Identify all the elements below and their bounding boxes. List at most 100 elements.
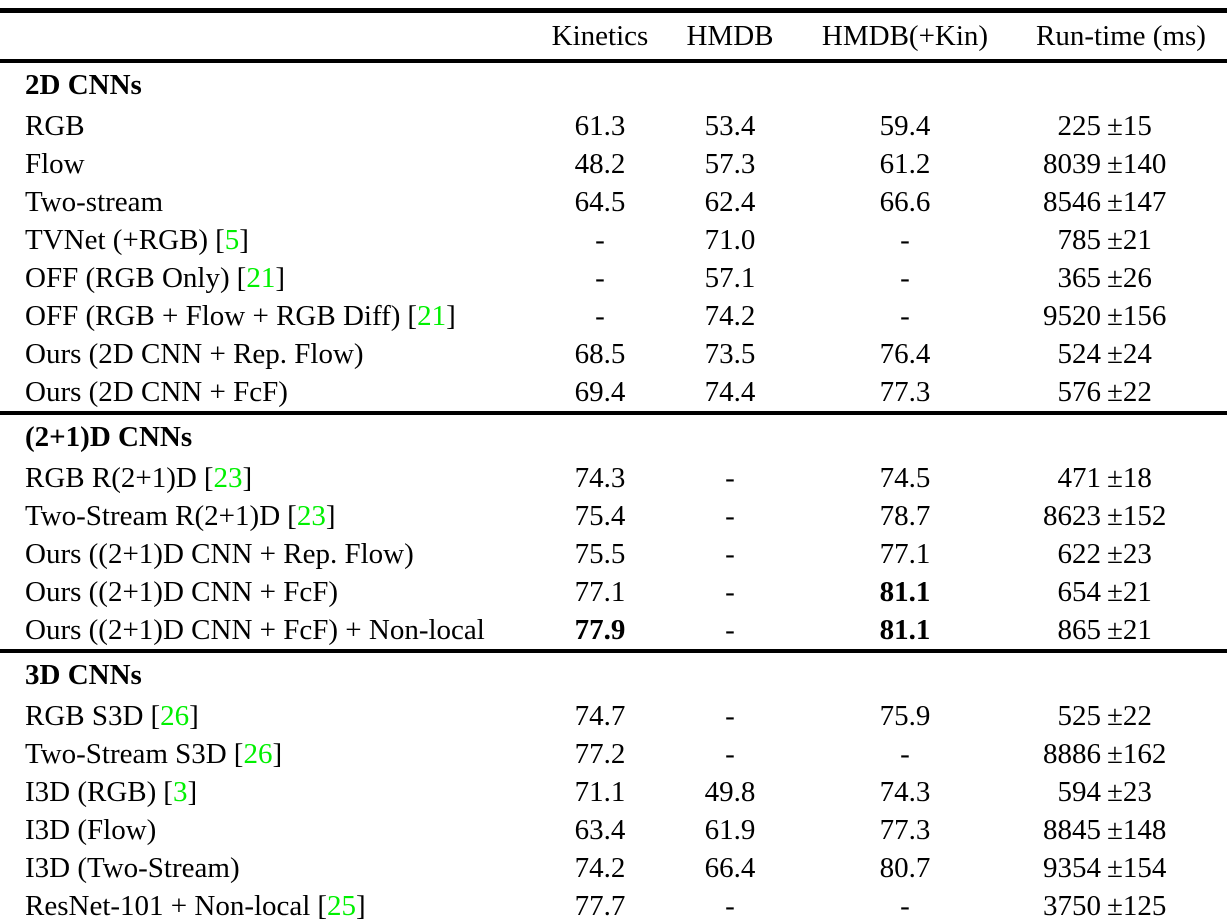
row-label: Two-Stream S3D: [25, 737, 227, 770]
cell-hmdb-kin: -: [900, 223, 910, 256]
runtime-error: ±18: [1107, 461, 1152, 494]
runtime-error: ±21: [1107, 575, 1152, 608]
cell-runtime: 525 ±22: [1015, 700, 1227, 733]
row-label: Ours ((2+1)D CNN + FcF): [25, 575, 339, 608]
runtime-error: ±23: [1107, 537, 1152, 570]
cell-runtime: 8886 ±162: [1015, 738, 1227, 771]
runtime-error: ±154: [1107, 851, 1167, 884]
cell-runtime: 471 ±18: [1015, 462, 1227, 495]
citation-ref: [23]: [203, 461, 253, 494]
cell-kinetics: 68.5: [574, 337, 626, 370]
header-runtime: Run-time (ms): [1036, 19, 1206, 52]
cell-hmdb-kin: 81.1: [879, 575, 931, 608]
header-rule: [0, 59, 1227, 63]
cell-kinetics: 71.1: [574, 775, 626, 808]
cell-method: Two-Stream S3D [26]: [0, 738, 535, 771]
cell-hmdb: -: [725, 499, 735, 532]
runtime-error: ±21: [1107, 223, 1152, 256]
cell-hmdb-kin: -: [900, 299, 910, 332]
citation-ref: [25]: [317, 889, 366, 920]
header-hmdb: HMDB: [686, 19, 774, 52]
table-row: Ours ((2+1)D CNN + FcF) 77.1 - 81.1 654 …: [0, 573, 1227, 611]
cell-kinetics: 77.9: [574, 613, 626, 646]
runtime-value: 525: [1057, 699, 1102, 732]
table-row: ResNet-101 + Non-local [25] 77.7 - - 3750…: [0, 887, 1227, 920]
cell-method: Two-Stream R(2+1)D [23]: [0, 500, 535, 533]
runtime-value: 8546: [1043, 185, 1101, 218]
section-title: 3D CNNs: [25, 658, 142, 691]
runtime-value: 365: [1057, 261, 1102, 294]
cell-hmdb: 57.3: [704, 147, 756, 180]
runtime-value: 8623: [1043, 499, 1101, 532]
cell-hmdb-kin: 74.5: [879, 461, 931, 494]
cell-method: OFF (RGB Only) [21]: [0, 262, 535, 295]
cell-method: Ours ((2+1)D CNN + Rep. Flow): [0, 538, 535, 571]
cell-method: TVNet (+RGB) [5]: [0, 224, 535, 257]
cell-runtime: 594 ±23: [1015, 776, 1227, 809]
cell-runtime: 365 ±26: [1015, 262, 1227, 295]
cell-hmdb-kin: 77.3: [879, 375, 931, 408]
runtime-value: 9354: [1043, 851, 1101, 884]
section-title: 2D CNNs: [25, 68, 142, 101]
cell-method: RGB R(2+1)D [23]: [0, 462, 535, 495]
table-row: Ours ((2+1)D CNN + FcF) + Non-local 77.9…: [0, 611, 1227, 649]
runtime-error: ±140: [1107, 147, 1167, 180]
cell-hmdb: -: [725, 575, 735, 608]
row-label: Ours (2D CNN + FcF): [25, 375, 288, 408]
cell-hmdb: -: [725, 461, 735, 494]
citation-number-link[interactable]: 21: [246, 261, 276, 294]
table-row: I3D (Two-Stream) 74.2 66.4 80.7 9354 ±15…: [0, 849, 1227, 887]
citation-number-link[interactable]: 23: [213, 461, 243, 494]
citation-number-link[interactable]: 26: [243, 737, 273, 770]
cell-kinetics: 77.1: [574, 575, 626, 608]
runtime-value: 8886: [1043, 737, 1101, 770]
cell-kinetics: -: [595, 223, 605, 256]
citation-number-link[interactable]: 3: [172, 775, 188, 808]
row-label: Two-Stream R(2+1)D: [25, 499, 281, 532]
citation-number-link[interactable]: 25: [327, 889, 357, 920]
runtime-value: 785: [1057, 223, 1102, 256]
cell-kinetics: 75.4: [574, 499, 626, 532]
citation-number-link[interactable]: 23: [296, 499, 326, 532]
cell-hmdb-kin: 77.1: [879, 537, 931, 570]
table-row: I3D (RGB) [3] 71.1 49.8 74.3 594 ±23: [0, 773, 1227, 811]
cell-runtime: 8039 ±140: [1015, 148, 1227, 181]
row-label: I3D (Two-Stream): [25, 851, 240, 884]
cell-hmdb: 61.9: [704, 813, 756, 846]
row-label: RGB S3D: [25, 699, 144, 732]
table-row: Two-Stream R(2+1)D [23] 75.4 - 78.7 8623 …: [0, 497, 1227, 535]
cell-kinetics: 77.2: [574, 737, 626, 770]
cell-hmdb-kin: 59.4: [879, 109, 931, 142]
runtime-error: ±23: [1107, 775, 1152, 808]
table-row: Flow 48.2 57.3 61.2 8039 ±140: [0, 145, 1227, 183]
runtime-error: ±162: [1107, 737, 1167, 770]
cell-hmdb: 73.5: [704, 337, 756, 370]
cell-hmdb-kin: -: [900, 889, 910, 920]
row-label: Flow: [25, 147, 85, 180]
cell-method: Two-stream: [0, 186, 535, 219]
row-label: TVNet (+RGB): [25, 223, 209, 256]
cell-hmdb-kin: 66.6: [879, 185, 931, 218]
cell-kinetics: 69.4: [574, 375, 626, 408]
cell-hmdb-kin: -: [900, 737, 910, 770]
citation-number-link[interactable]: 21: [417, 299, 447, 332]
section-title: (2+1)D CNNs: [25, 420, 193, 453]
table-row: Ours (2D CNN + FcF) 69.4 74.4 77.3 576 ±…: [0, 373, 1227, 411]
citation-number-link[interactable]: 5: [224, 223, 240, 256]
cell-kinetics: 48.2: [574, 147, 626, 180]
row-label: ResNet-101 + Non-local: [25, 889, 311, 920]
table-row: OFF (RGB + Flow + RGB Diff) [21] - 74.2 -…: [0, 297, 1227, 335]
citation-number-link[interactable]: 26: [160, 699, 190, 732]
table-row: RGB S3D [26] 74.7 - 75.9 525 ±22: [0, 697, 1227, 735]
cell-kinetics: 74.7: [574, 699, 626, 732]
runtime-value: 622: [1057, 537, 1102, 570]
table-row: I3D (Flow) 63.4 61.9 77.3 8845 ±148: [0, 811, 1227, 849]
cell-kinetics: 74.3: [574, 461, 626, 494]
cell-hmdb: 62.4: [704, 185, 756, 218]
row-label: Ours (2D CNN + Rep. Flow): [25, 337, 364, 370]
runtime-value: 225: [1057, 109, 1102, 142]
cell-method: Ours (2D CNN + Rep. Flow): [0, 338, 535, 371]
table-header-row: Kinetics HMDB HMDB(+Kin) Run-time (ms): [0, 13, 1227, 59]
row-label: RGB R(2+1)D: [25, 461, 197, 494]
table-row: Ours ((2+1)D CNN + Rep. Flow) 75.5 - 77.…: [0, 535, 1227, 573]
